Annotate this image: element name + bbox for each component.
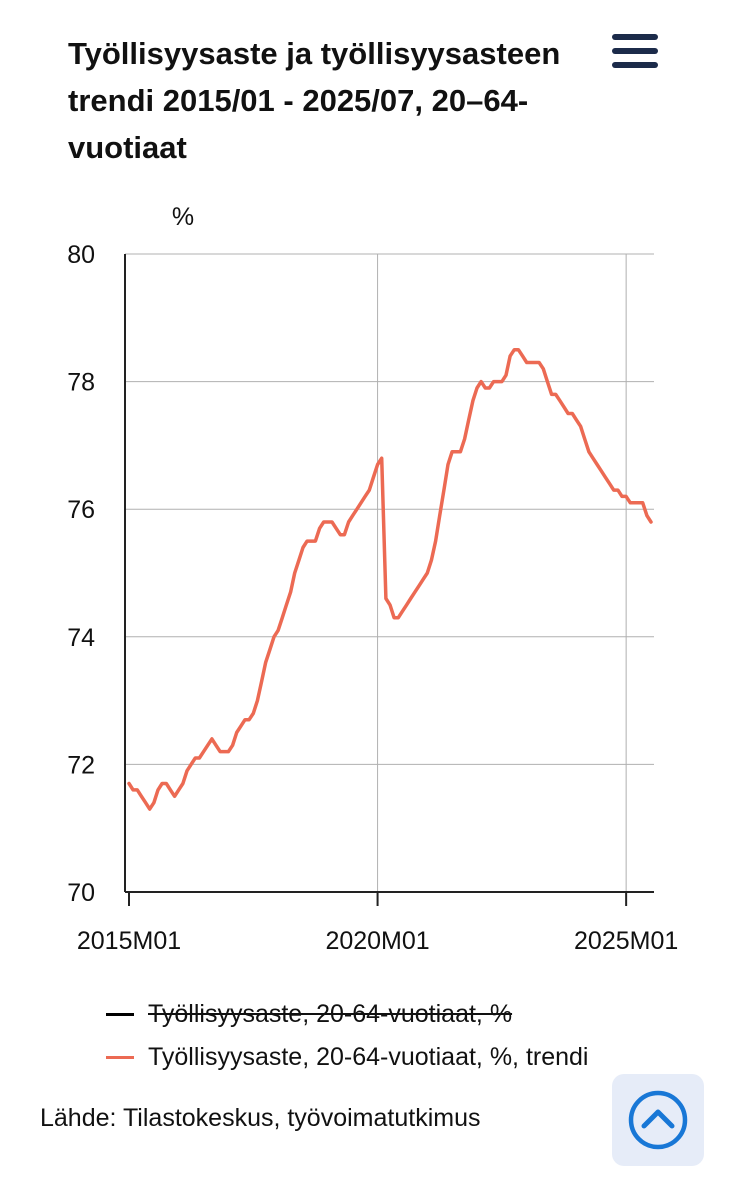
legend-label: Työllisyysaste, 20-64-vuotiaat, % xyxy=(148,999,513,1028)
series-line-trend xyxy=(127,347,653,811)
y-tick-label: 74 xyxy=(67,624,95,652)
hamburger-menu-icon[interactable] xyxy=(612,32,660,72)
scroll-to-top-button[interactable] xyxy=(612,1074,704,1166)
x-tick-label: 2020M01 xyxy=(325,927,429,955)
source-note: Lähde: Tilastokeskus, työvoimatutkimus xyxy=(40,1104,481,1132)
chevron-up-circle-icon xyxy=(628,1090,688,1150)
chart-title: Työllisyysaste ja työllisyysasteen trend… xyxy=(68,36,561,165)
y-tick-label: 76 xyxy=(67,496,95,524)
line-chart: % 70 72 74 76 78 80 2015M01 2020M01 2025M01 xyxy=(67,203,678,955)
y-axis-unit-label: % xyxy=(172,203,194,231)
legend-swatch xyxy=(106,1055,134,1059)
x-tick-label: 2015M01 xyxy=(77,927,181,955)
y-tick-label: 70 xyxy=(67,879,95,907)
legend: Työllisyysaste, 20-64-vuotiaat, % Työllis… xyxy=(106,996,588,1082)
menu-bar xyxy=(612,34,658,40)
menu-bar xyxy=(612,48,658,54)
y-tick-label: 72 xyxy=(67,751,95,779)
axes: 70 72 74 76 78 80 2015M01 2020M01 2025M01 xyxy=(67,241,678,955)
y-tick-label: 78 xyxy=(67,369,95,397)
legend-item[interactable]: Työllisyysaste, 20-64-vuotiaat, %, trend… xyxy=(106,1039,588,1075)
legend-label: Työllisyysaste, 20-64-vuotiaat, %, trend… xyxy=(148,1042,589,1071)
legend-item[interactable]: Työllisyysaste, 20-64-vuotiaat, % xyxy=(106,996,588,1032)
menu-bar xyxy=(612,62,658,68)
gridlines xyxy=(125,253,654,892)
series-layer xyxy=(127,347,653,811)
legend-swatch xyxy=(106,1012,134,1016)
y-tick-label: 80 xyxy=(67,241,95,269)
x-tick-label: 2025M01 xyxy=(574,927,678,955)
